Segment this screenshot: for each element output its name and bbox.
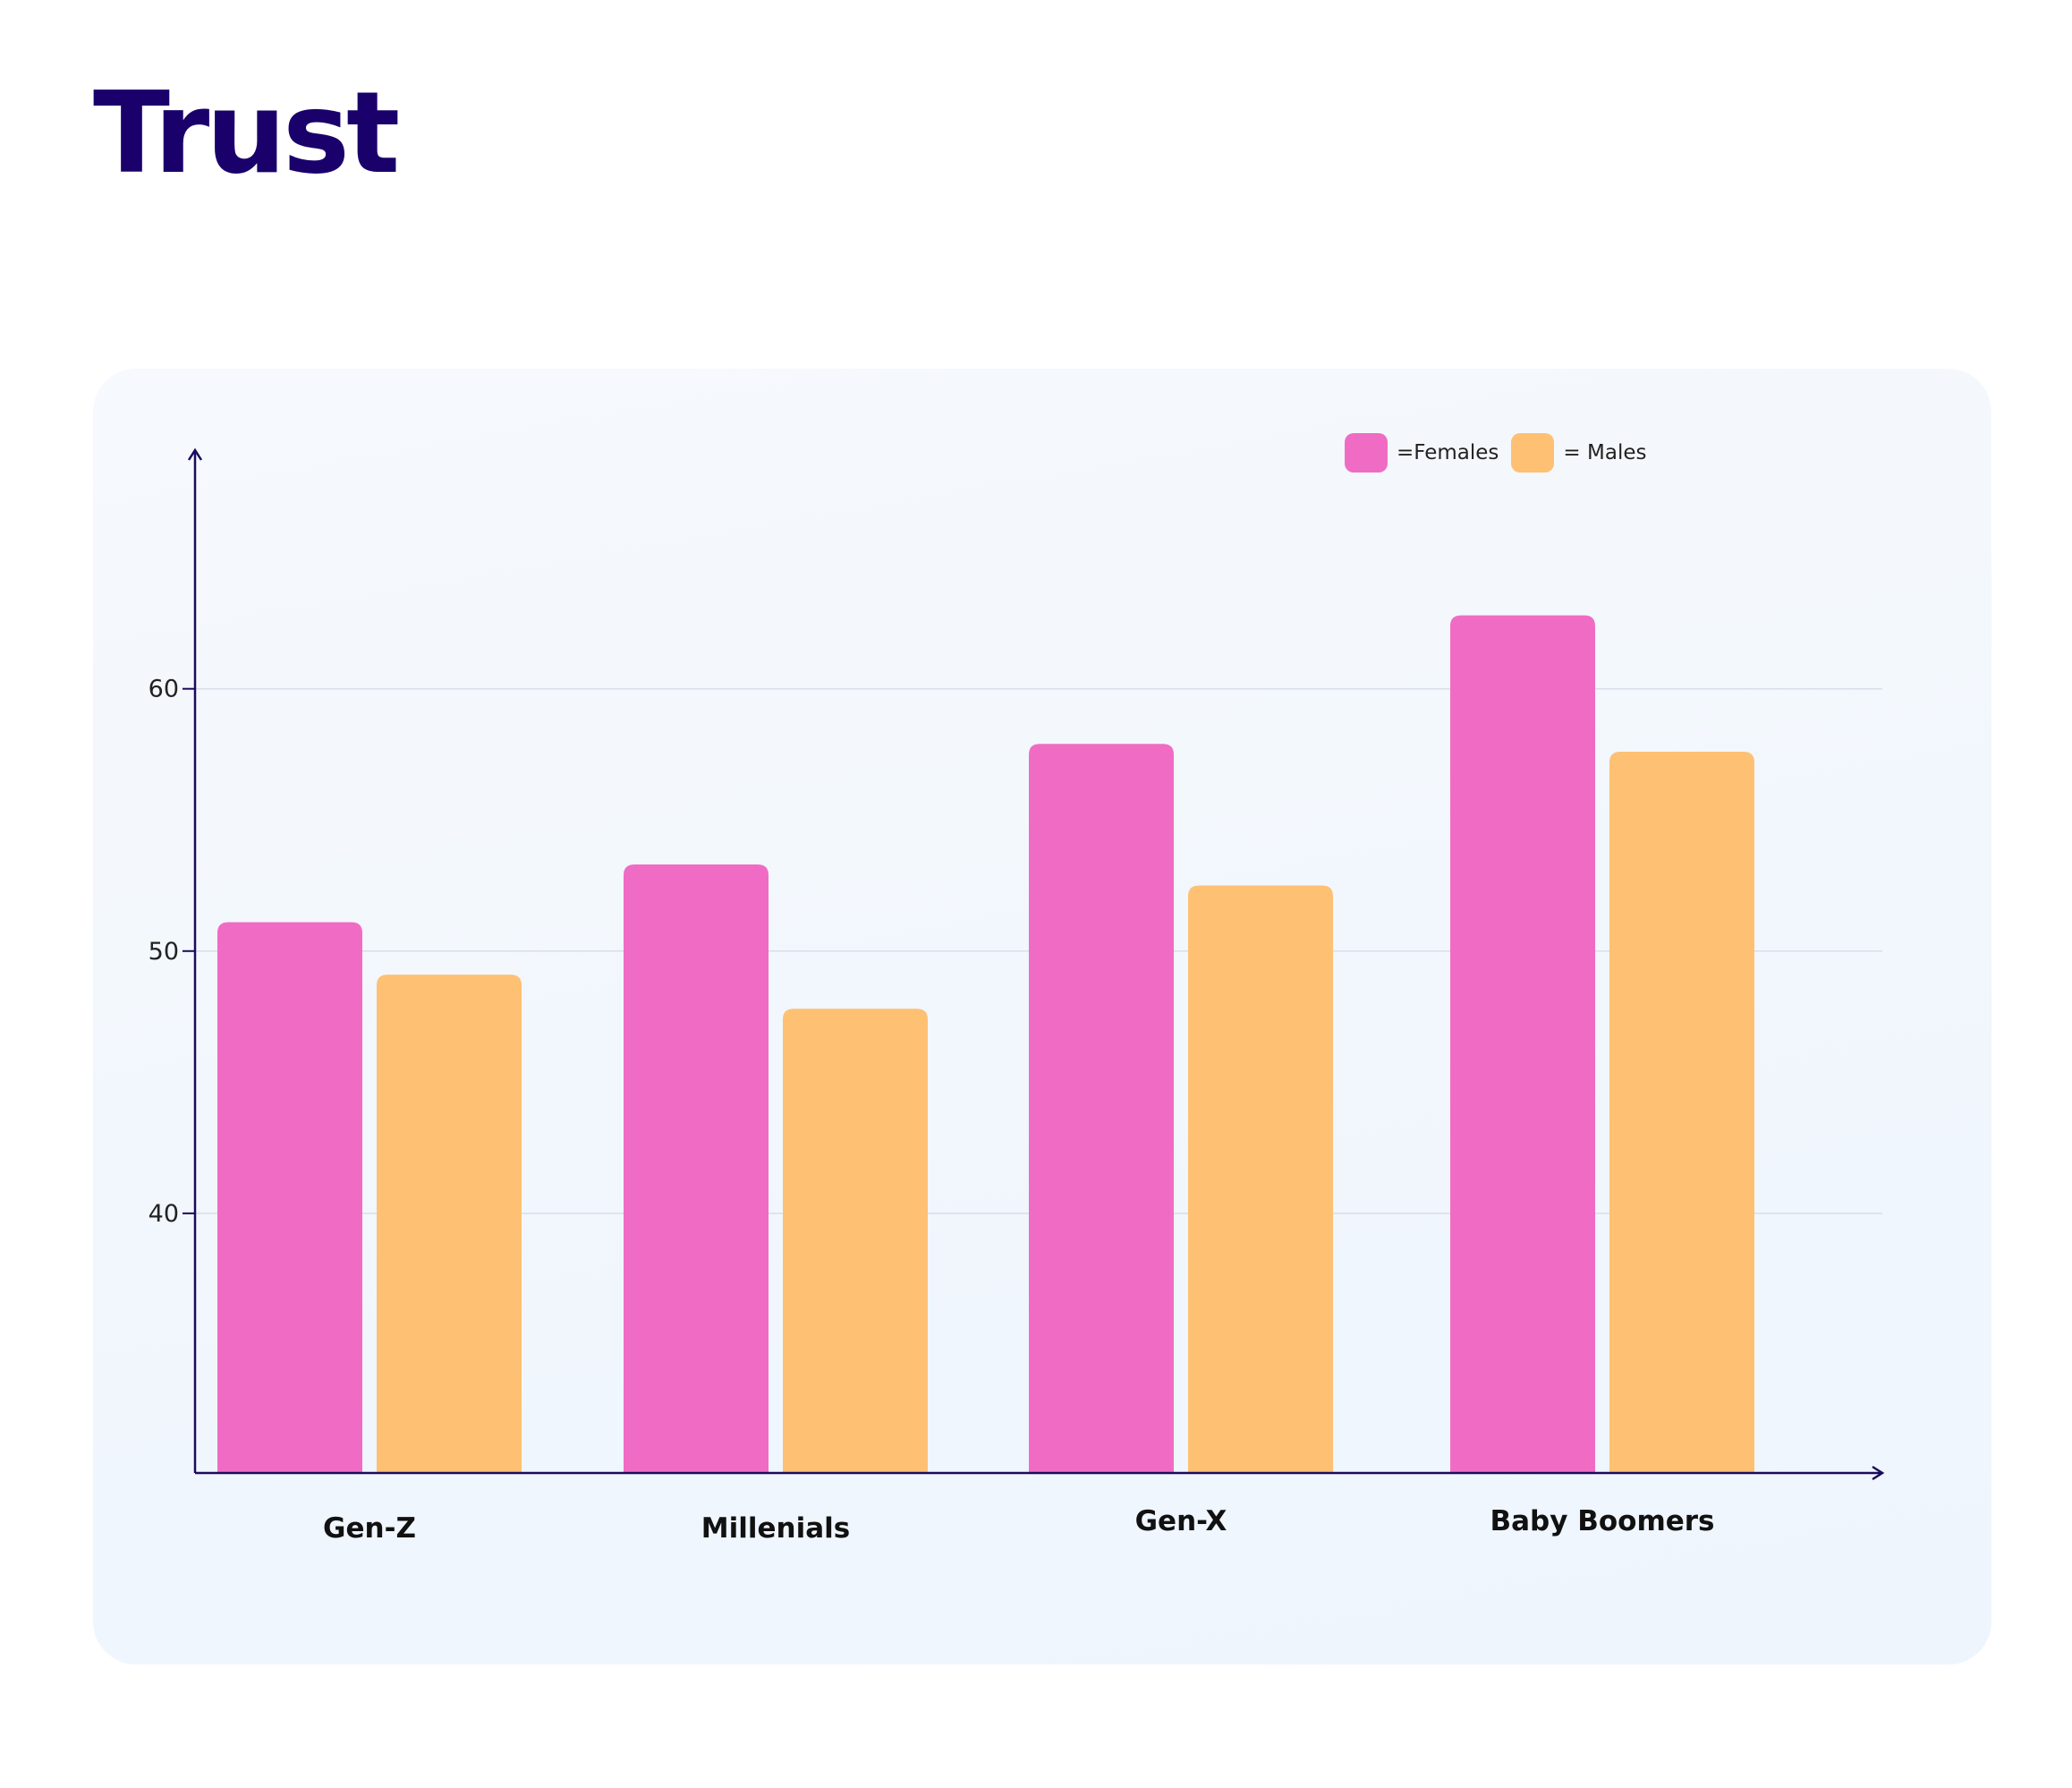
y-tick-labels: 40 50 60 [149, 676, 195, 1228]
category-label: Gen-X [1135, 1505, 1227, 1537]
legend-item-males: = Males [1511, 433, 1646, 473]
legend-swatch-females [1345, 433, 1388, 473]
legend-label-females: =Females [1397, 441, 1499, 464]
legend-label-males: = Males [1563, 441, 1647, 464]
y-tick-label: 40 [149, 1200, 179, 1228]
bar-females [624, 864, 769, 1473]
bar-females [1029, 744, 1174, 1473]
bar-males [1188, 885, 1333, 1473]
x-axis-arrow [1872, 1465, 1885, 1481]
y-tick-label: 60 [149, 676, 179, 703]
bar-males [783, 1009, 928, 1473]
page-title: Trust [93, 67, 400, 199]
chart-legend: =Females = Males [1345, 433, 1646, 473]
category-label: Baby Boomers [1490, 1505, 1714, 1537]
bar-females [1450, 615, 1595, 1473]
legend-swatch-males [1511, 433, 1555, 473]
axes [187, 447, 1885, 1481]
legend-item-females: =Females [1345, 433, 1499, 473]
bars [217, 615, 1754, 1473]
category-label: Millenials [701, 1512, 850, 1545]
bar-males [377, 975, 522, 1473]
y-axis-arrow [187, 447, 203, 461]
category-labels: Gen-Z Millenials Gen-X Baby Boomers [323, 1505, 1714, 1545]
bar-females [217, 922, 362, 1473]
category-label: Gen-Z [323, 1512, 416, 1545]
y-tick-label: 50 [149, 938, 179, 966]
bar-males [1609, 752, 1754, 1473]
